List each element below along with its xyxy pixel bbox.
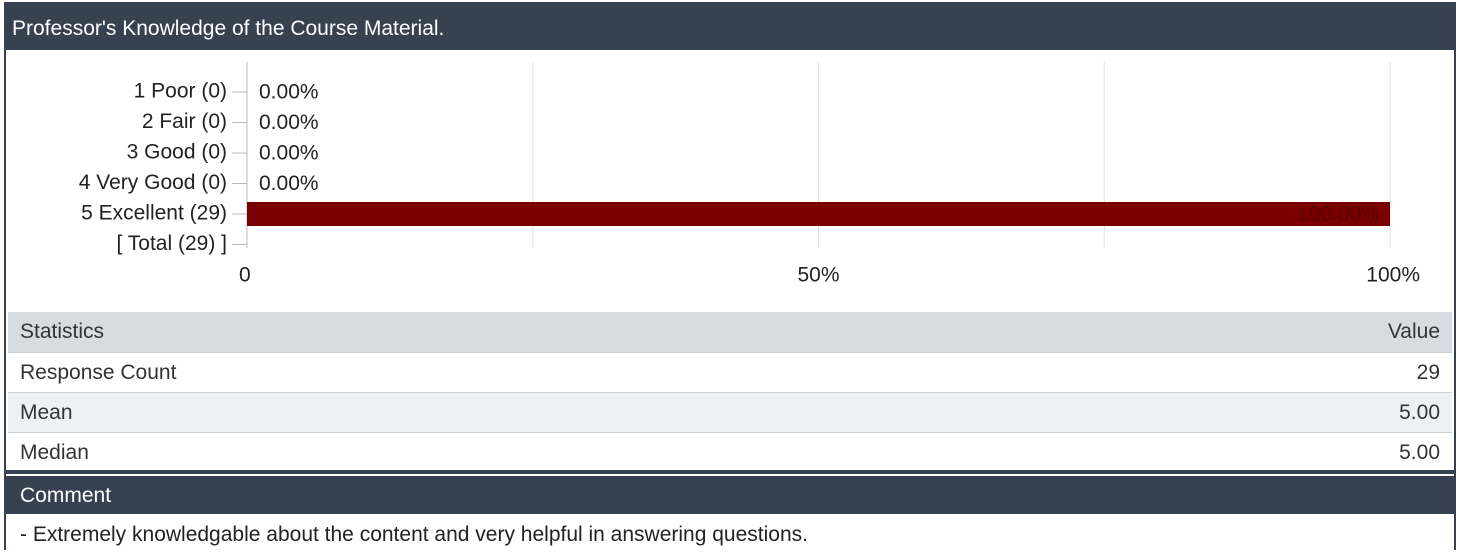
value-label: 0.00%: [259, 142, 319, 165]
cell: 5.00: [1023, 432, 1452, 473]
header-row: Statistics Value: [8, 312, 1452, 353]
row: Median 5.00: [8, 432, 1452, 473]
header-cell: Value: [1023, 312, 1452, 353]
y-tick-label: 5 Excellent (29): [81, 202, 227, 225]
panel-title: Professor's Knowledge of the Course Mate…: [6, 4, 1454, 50]
chart: 0 50% 100% 1 Poor (0) 0.00% 2 Fair (0) 0.00% 3 …: [79, 62, 1420, 287]
y-tick-label: 4 Very Good (0): [79, 171, 227, 194]
row: Response Count 29: [8, 352, 1452, 393]
y-tick-label: [ Total (29) ]: [117, 232, 228, 255]
y-tick-label: 2 Fair (0): [142, 110, 227, 133]
bar: [247, 202, 1390, 226]
value-label: 0.00%: [259, 81, 319, 104]
value-label: 0.00%: [259, 111, 319, 134]
cell: 29: [1023, 352, 1452, 393]
statistics-table: Statistics Value Response Count 29 Mean 5.…: [8, 312, 1452, 473]
value-label: 100.00%: [1297, 203, 1380, 226]
cell: 5.00: [1023, 392, 1452, 433]
cell: Median: [8, 432, 1024, 473]
y-tick-label: 1 Poor (0): [134, 80, 227, 103]
x-tick-label: 100%: [1366, 264, 1420, 287]
y-tick-label: 3 Good (0): [127, 141, 227, 164]
x-tick-label: 50%: [797, 264, 839, 287]
row: Mean 5.00: [8, 392, 1452, 433]
report-panel: Professor's Knowledge of the Course Mate…: [4, 2, 1456, 550]
x-tick-label: 0: [239, 264, 251, 287]
comment-title: Comment: [6, 476, 1454, 514]
header-cell: Statistics: [8, 312, 1024, 353]
divider: [4, 470, 1456, 474]
comment: - Extremely knowledgable about the conte…: [20, 523, 808, 546]
value-label: 0.00%: [259, 172, 319, 195]
cell: Mean: [8, 392, 1024, 433]
cell: Response Count: [8, 352, 1024, 393]
